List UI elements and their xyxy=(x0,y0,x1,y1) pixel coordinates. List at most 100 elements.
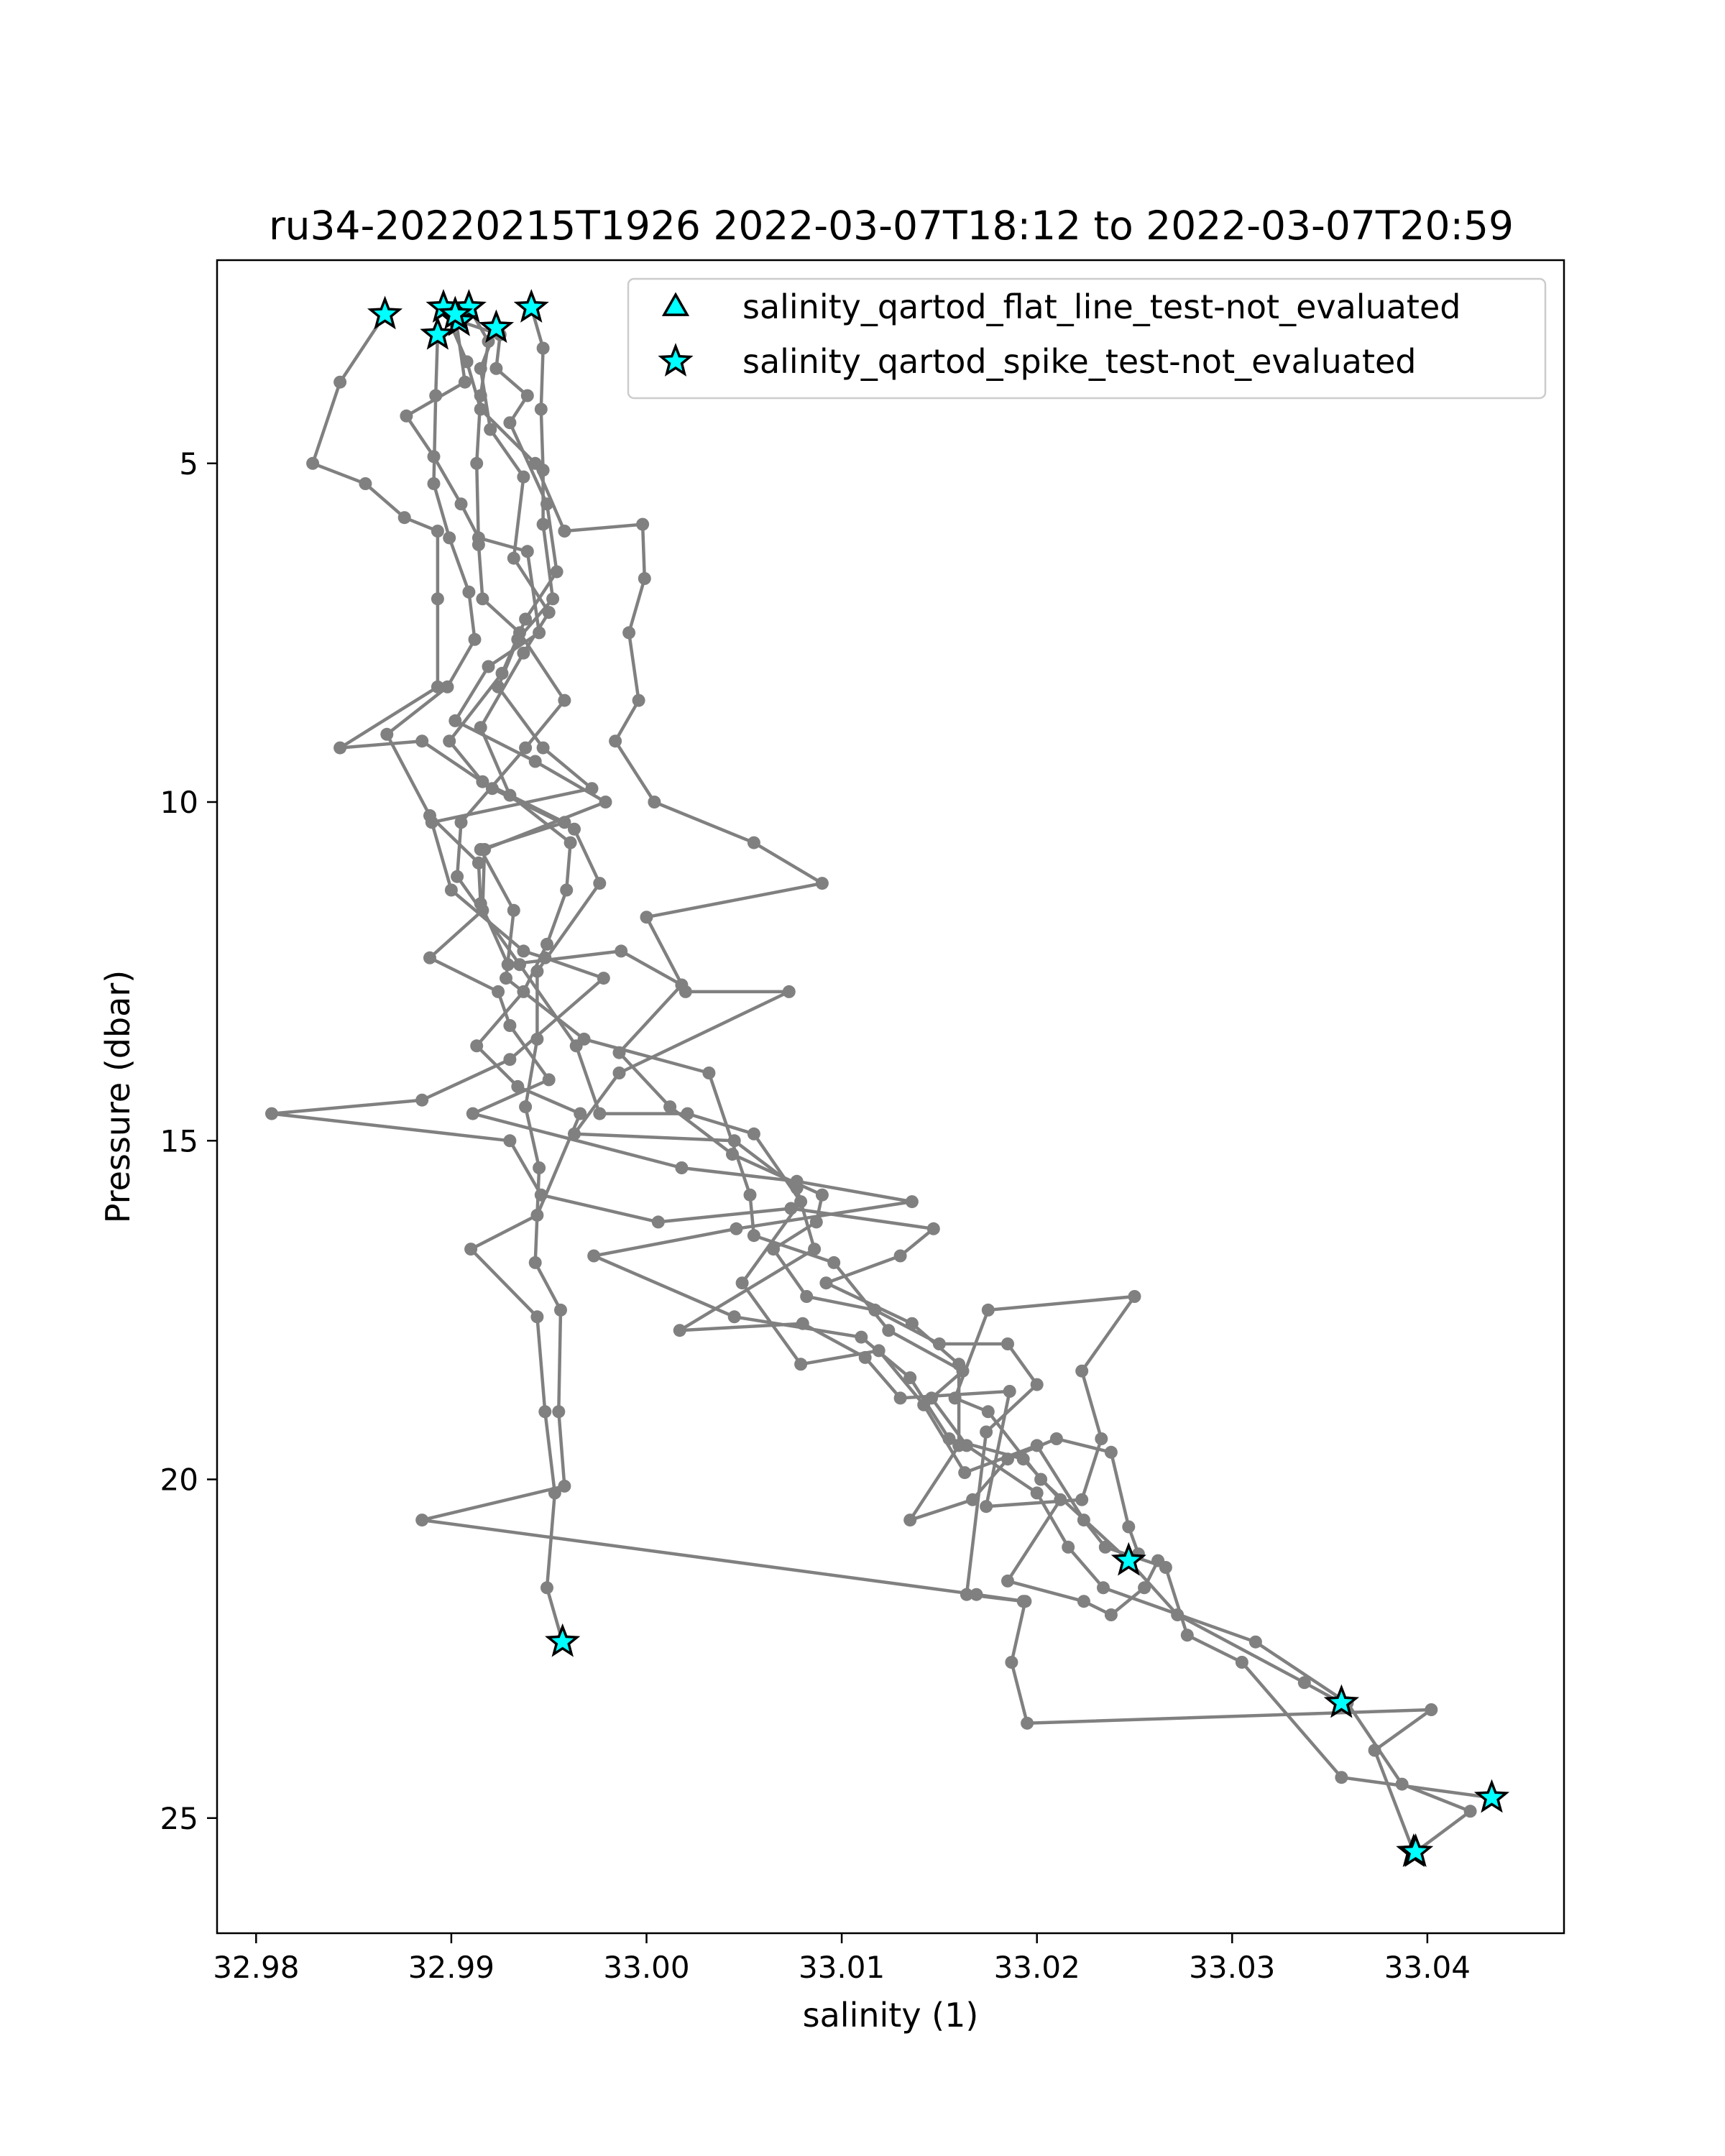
data-point xyxy=(747,1229,760,1243)
data-point xyxy=(415,1093,429,1107)
x-tick-label: 32.98 xyxy=(213,1950,299,1985)
data-point xyxy=(593,1107,607,1120)
data-point xyxy=(743,1188,757,1202)
data-point xyxy=(1016,1452,1030,1466)
data-point xyxy=(536,517,550,531)
data-point xyxy=(1335,1771,1348,1784)
x-axis-label: salinity (1) xyxy=(803,1996,979,2035)
data-point xyxy=(638,572,651,585)
data-point xyxy=(517,646,530,660)
data-point xyxy=(492,985,505,998)
data-point xyxy=(1098,1540,1112,1554)
data-point xyxy=(507,551,520,565)
spike-flag-marker xyxy=(1323,1684,1360,1718)
data-point xyxy=(980,1425,993,1439)
y-axis: 5 10 15 20 25 xyxy=(160,446,217,1836)
data-point xyxy=(306,456,320,470)
series-line xyxy=(455,306,1492,1800)
spike-flag-marker xyxy=(1473,1779,1510,1813)
data-point xyxy=(903,1514,917,1527)
data-point xyxy=(952,1358,966,1371)
data-point xyxy=(423,951,436,964)
data-point xyxy=(1463,1805,1477,1818)
data-point xyxy=(444,883,458,897)
data-point xyxy=(472,531,485,545)
data-point xyxy=(542,606,556,619)
data-point xyxy=(415,734,429,748)
data-point xyxy=(503,1019,517,1032)
data-point xyxy=(530,1310,544,1324)
data-point xyxy=(958,1466,972,1480)
data-point xyxy=(464,1243,478,1256)
data-point xyxy=(1049,1432,1063,1445)
data-point xyxy=(425,816,438,829)
data-point xyxy=(663,1100,677,1114)
data-point xyxy=(673,1324,686,1337)
data-point xyxy=(747,836,760,849)
legend-triangle-marker xyxy=(661,292,690,316)
y-tick-label: 5 xyxy=(179,446,198,482)
spike-flag-marker xyxy=(451,289,487,323)
data-point xyxy=(599,796,612,808)
data-point xyxy=(474,721,487,734)
data-point xyxy=(454,816,468,829)
series-1 xyxy=(306,308,1438,1858)
data-point xyxy=(454,497,468,511)
data-point xyxy=(905,1195,919,1209)
spike-flag-marker xyxy=(1397,1833,1434,1867)
data-point xyxy=(636,517,650,531)
data-point xyxy=(925,1391,938,1405)
flag-layer xyxy=(367,289,1510,1867)
data-point xyxy=(612,1046,626,1059)
data-point xyxy=(615,944,628,958)
data-point xyxy=(1075,1364,1089,1378)
data-point xyxy=(960,1588,973,1601)
data-point xyxy=(1077,1595,1090,1608)
spike-flag-marker xyxy=(437,295,473,330)
spike-flag-marker xyxy=(478,309,515,344)
data-point xyxy=(1001,1574,1014,1588)
data-point xyxy=(334,375,347,389)
data-point xyxy=(536,741,550,755)
data-point xyxy=(577,1032,591,1046)
series-5 xyxy=(380,328,1044,1608)
data-point xyxy=(809,1215,823,1229)
data-point xyxy=(651,1215,665,1229)
data-point xyxy=(726,1148,739,1161)
data-point xyxy=(827,1256,841,1269)
data-point xyxy=(558,525,571,538)
data-point xyxy=(815,1188,829,1202)
data-point xyxy=(966,1493,980,1506)
data-point xyxy=(767,1243,780,1256)
data-point xyxy=(1095,1432,1108,1445)
data-point xyxy=(468,632,482,646)
data-point xyxy=(511,1079,525,1093)
data-point xyxy=(476,775,489,788)
chart-title: ru34-20220215T1926 2022-03-07T18:12 to 2… xyxy=(269,203,1514,249)
data-point xyxy=(905,1317,919,1330)
data-point xyxy=(476,592,489,606)
data-point xyxy=(507,903,520,917)
spike-flag-marker xyxy=(513,289,549,323)
data-point xyxy=(612,1067,626,1079)
data-point xyxy=(808,1243,822,1256)
legend-star-marker xyxy=(658,343,694,377)
data-point xyxy=(548,1486,561,1500)
data-point xyxy=(503,788,517,802)
data-point xyxy=(517,944,530,958)
data-point xyxy=(794,1195,808,1209)
data-point xyxy=(558,1479,571,1493)
x-tick-label: 33.04 xyxy=(1384,1950,1471,1985)
data-point xyxy=(1297,1676,1311,1690)
data-point xyxy=(470,1039,484,1053)
y-tick-label: 25 xyxy=(160,1801,198,1836)
data-point xyxy=(882,1324,896,1337)
data-point xyxy=(431,525,444,538)
data-point xyxy=(784,1202,798,1215)
data-point xyxy=(380,727,394,741)
data-point xyxy=(520,389,534,402)
data-point xyxy=(574,1107,587,1120)
data-point xyxy=(500,972,512,985)
data-point xyxy=(926,1222,940,1235)
